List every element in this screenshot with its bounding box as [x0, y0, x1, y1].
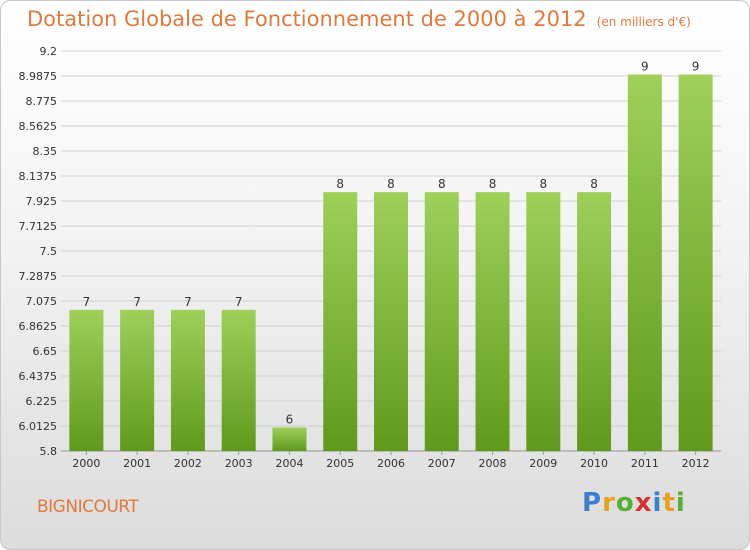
x-tick-label-2010: 2010 [580, 457, 608, 470]
data-label-2006: 8 [387, 177, 395, 191]
bar-2007 [424, 192, 459, 452]
data-label-2008: 8 [489, 177, 497, 191]
bar-2012 [678, 74, 713, 451]
x-tick-label-2003: 2003 [225, 457, 253, 470]
y-tick-label: 7.7125 [19, 220, 58, 233]
y-tick-label: 8.5625 [19, 120, 58, 133]
data-label-2005: 8 [336, 177, 344, 191]
commune-name: BIGNICOURT [37, 497, 139, 517]
data-label-2004: 6 [286, 412, 294, 426]
x-tick-label-2006: 2006 [377, 457, 405, 470]
y-tick-label: 6.225 [26, 395, 58, 408]
y-tick-label: 8.1375 [19, 170, 58, 183]
bar-2005 [323, 192, 358, 452]
data-label-2010: 8 [590, 177, 598, 191]
x-tick-label-2009: 2009 [529, 457, 557, 470]
y-axis-ticks: 5.8 6.0125 6.225 6.4375 6.65 6.8625 7.075 7.287… [19, 45, 58, 458]
bar-2006 [374, 192, 408, 452]
data-label-2009: 8 [539, 177, 547, 191]
brand-letter: i [675, 488, 686, 518]
data-label-2012: 9 [692, 60, 700, 74]
proxiti-logo[interactable]: Proxiti [582, 488, 686, 518]
chart-title: Dotation Globale de Fonctionnement de 20… [27, 7, 691, 31]
brand-letter: r [602, 488, 616, 518]
data-labels: 7 7 7 7 6 8 8 8 8 8 8 9 9 [83, 60, 700, 427]
data-label-2003: 7 [235, 295, 243, 309]
brand-letter: i [652, 488, 663, 518]
chart-unit: (en milliers d'€) [596, 15, 691, 29]
y-tick-label: 8.35 [33, 145, 58, 158]
y-tick-label: 6.65 [33, 345, 58, 358]
data-label-2002: 7 [184, 295, 192, 309]
x-tick-label-2008: 2008 [479, 457, 507, 470]
brand-letter: P [582, 488, 603, 518]
x-tick-label-2000: 2000 [72, 457, 100, 470]
y-tick-label: 8.9875 [19, 70, 58, 83]
x-tick-label-2004: 2004 [275, 457, 303, 470]
bars [69, 74, 713, 452]
bar-2008 [475, 192, 510, 452]
x-tick-label-2001: 2001 [123, 457, 151, 470]
y-tick-label: 6.8625 [19, 320, 58, 333]
data-label-2000: 7 [83, 295, 91, 309]
x-tick-label-2005: 2005 [326, 457, 354, 470]
x-tick-label-2012: 2012 [682, 457, 710, 470]
bar-2010 [577, 192, 612, 452]
y-tick-label: 7.5 [40, 245, 58, 258]
bar-2009 [526, 192, 561, 452]
bar-2001 [120, 309, 155, 451]
y-tick-label: 7.075 [26, 295, 58, 308]
y-tick-label: 5.8 [40, 445, 58, 458]
x-tick-label-2002: 2002 [174, 457, 202, 470]
y-tick-label: 8.775 [26, 95, 58, 108]
x-axis-ticks: 2000 2001 2002 2003 2004 2005 2006 2007 2008 2009… [72, 451, 710, 470]
bar-2000 [69, 309, 104, 451]
y-tick-label: 7.925 [26, 195, 58, 208]
bar-2011 [627, 74, 662, 451]
data-label-2011: 9 [641, 60, 649, 74]
x-tick-label-2007: 2007 [428, 457, 456, 470]
brand-letter: x [634, 488, 653, 518]
x-tick-label-2011: 2011 [631, 457, 659, 470]
brand-letter: o [615, 488, 635, 518]
chart-title-text: Dotation Globale de Fonctionnement de 20… [27, 7, 587, 31]
brand-letter: t [662, 488, 676, 518]
bar-2004 [272, 427, 307, 451]
y-tick-label: 6.4375 [19, 370, 58, 383]
bar-2003 [221, 309, 256, 451]
y-tick-label: 9.2 [40, 45, 58, 58]
y-tick-label: 6.0125 [19, 420, 58, 433]
data-label-2007: 8 [438, 177, 446, 191]
y-tick-label: 7.2875 [19, 270, 58, 283]
data-label-2001: 7 [133, 295, 141, 309]
bar-2002 [170, 309, 205, 451]
